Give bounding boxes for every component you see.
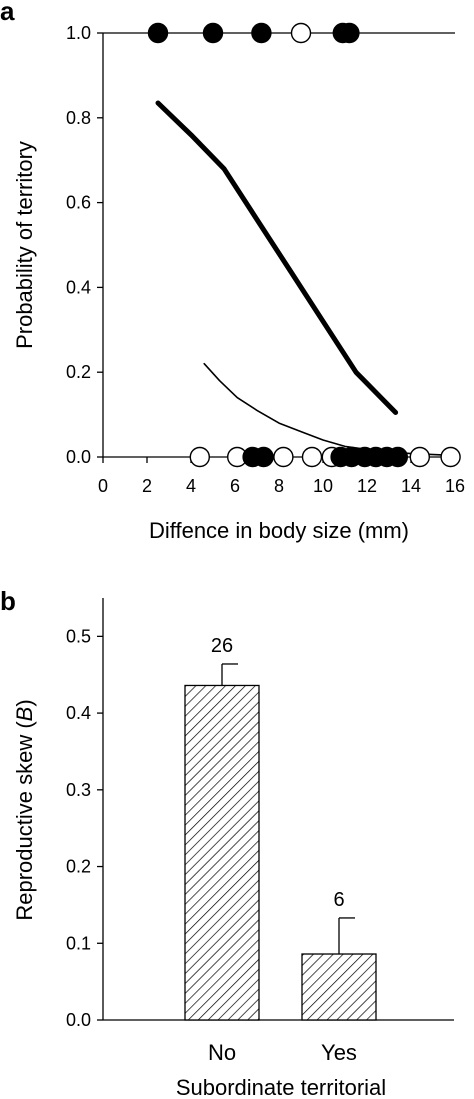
category-label: Yes [321,1040,357,1065]
panel-b-label: b [0,586,16,616]
panel-b-y-title-start: Reproductive skew ( [12,721,37,921]
panel-b: b 0.0 0.1 0.2 0.3 0.4 0.5 26 6 No Yes Subordina… [0,586,454,1099]
x-tick-label: 10 [313,476,333,496]
panel-b-x-ticks: No Yes [208,1040,357,1065]
filled-point [147,22,169,44]
bar-count-label: 6 [333,889,344,911]
x-tick-label: 6 [230,476,240,496]
panel-a-label: a [0,0,15,26]
category-label: No [208,1040,236,1065]
panel-a-points [147,22,461,468]
y-tick-label: 0.4 [66,277,91,297]
y-tick-label: 0.1 [66,933,91,953]
y-tick-label: 1.0 [66,23,91,43]
y-tick-label: 0.5 [66,626,91,646]
panel-b-y-title: Reproductive skew (B) [12,699,37,920]
filled-point [339,22,360,44]
filled-point [387,446,408,468]
panel-a-y-title: Probability of territory [12,141,37,349]
bar [184,684,260,1021]
open-point [273,446,294,468]
panel-a-x-title: Diffence in body size (mm) [149,518,409,543]
panel-a-y-ticks: 0.0 0.2 0.4 0.6 0.8 1.0 [66,23,103,467]
x-tick-label: 8 [274,476,284,496]
y-tick-label: 0.6 [66,193,91,213]
y-tick-label: 0.2 [66,857,91,877]
x-tick-label: 12 [357,476,377,496]
y-tick-label: 0.2 [66,362,91,382]
open-point [189,446,211,468]
filled-point [202,22,224,44]
open-point [290,22,312,44]
open-point [301,446,323,468]
panel-b-bars: 26 6 [184,635,377,1021]
bar [301,953,377,1021]
open-point [409,446,430,468]
panel-b-y-title-symbol: B [12,707,37,722]
y-tick-label: 0.8 [66,108,91,128]
filled-point [251,22,272,44]
filled-point [253,446,274,468]
open-point [440,446,461,468]
y-tick-label: 0.3 [66,780,91,800]
panel-a-curves [155,100,452,457]
bar-count-label: 26 [211,635,233,657]
panel-b-x-title: Subordinate territorial [176,1075,386,1099]
x-tick-label: 2 [142,476,152,496]
x-tick-label: 14 [401,476,421,496]
panel-b-y-ticks: 0.0 0.1 0.2 0.3 0.4 0.5 [66,626,103,1030]
thick-fit-curve [155,100,399,415]
x-tick-label: 4 [186,476,196,496]
y-tick-label: 0.4 [66,703,91,723]
thin-fit-curve [203,362,452,457]
y-tick-label: 0.0 [66,447,91,467]
panel-a: a 0.0 0.2 0.4 0.6 0.8 1.0 0 2 4 6 8 10 12 14 16 Diffe… [0,0,465,543]
y-tick-label: 0.0 [66,1010,91,1030]
x-tick-label: 0 [98,476,108,496]
x-tick-label: 16 [445,476,465,496]
panel-b-y-title-end: ) [12,699,37,706]
